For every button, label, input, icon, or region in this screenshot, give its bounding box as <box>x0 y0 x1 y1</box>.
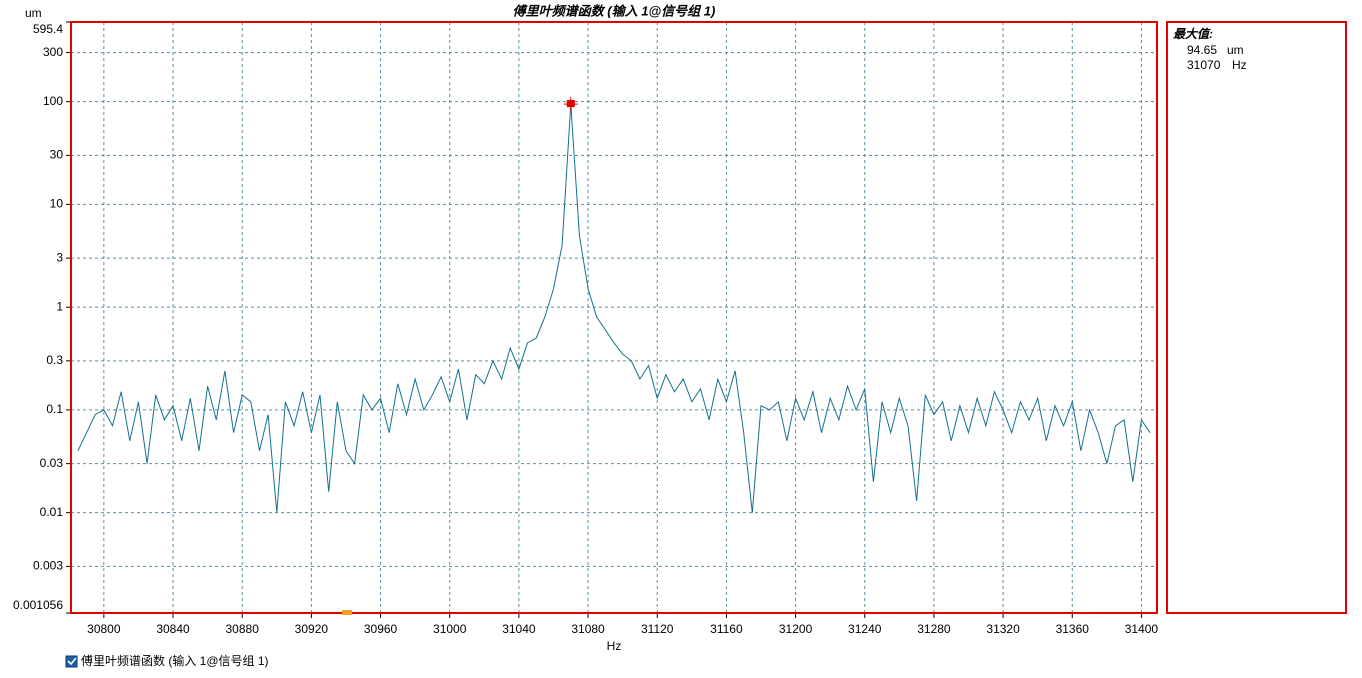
x-tick-label: 31160 <box>710 622 743 636</box>
legend-entry: 傅里叶频谱函数 (输入 1@信号组 1) <box>81 653 269 668</box>
y-tick-label: 0.003 <box>33 559 63 573</box>
y-tick-label: 0.3 <box>46 353 63 367</box>
x-tick-label: 30960 <box>364 622 398 636</box>
legend-checkbox[interactable] <box>65 655 78 668</box>
chart-title: 傅里叶频谱函数 (输入 1@信号组 1) <box>513 3 716 18</box>
x-tick-label: 30920 <box>295 622 329 636</box>
y-tick-label: 300 <box>43 45 63 59</box>
info-panel <box>1166 21 1347 614</box>
x-tick-label: 31040 <box>502 622 536 636</box>
x-tick-label: 31080 <box>571 622 605 636</box>
spectrum-line <box>77 104 1151 513</box>
x-tick-label: 31360 <box>1056 622 1090 636</box>
y-tick-label: 0.01 <box>40 505 64 519</box>
x-tick-label: 31240 <box>848 622 882 636</box>
x-axis-label: Hz <box>607 639 622 653</box>
x-tick-label: 30880 <box>226 622 260 636</box>
max-marker <box>566 100 575 108</box>
x-tick-label: 30800 <box>87 622 121 636</box>
plot-border <box>70 21 1158 614</box>
x-tick-label: 31280 <box>917 622 951 636</box>
x-tick-label: 31320 <box>986 622 1020 636</box>
x-tick-label: 31200 <box>779 622 813 636</box>
y-tick-label: 0.03 <box>40 456 64 470</box>
y-tick-label: 595.4 <box>33 22 63 36</box>
max-value-unit: um <box>1227 43 1244 57</box>
max-freq: 31070 <box>1187 58 1221 72</box>
y-tick-label: 100 <box>43 94 63 108</box>
y-tick-label: 1 <box>56 299 63 313</box>
cursor-marker <box>342 610 352 615</box>
y-tick-label: 10 <box>50 197 64 211</box>
check-icon <box>67 657 77 666</box>
x-tick-label: 30840 <box>156 622 190 636</box>
y-tick-label: 0.001056 <box>13 598 63 612</box>
y-tick-label: 30 <box>50 148 64 162</box>
max-label: 最大值: <box>1173 27 1213 41</box>
y-tick-label: 0.1 <box>46 402 63 416</box>
y-unit: um <box>25 6 42 20</box>
x-tick-label: 31400 <box>1125 622 1159 636</box>
x-tick-label: 31120 <box>641 622 674 636</box>
y-tick-label: 3 <box>56 250 63 264</box>
max-value: 94.65 <box>1187 43 1217 57</box>
x-tick-label: 31000 <box>433 622 467 636</box>
max-freq-unit: Hz <box>1232 58 1247 72</box>
